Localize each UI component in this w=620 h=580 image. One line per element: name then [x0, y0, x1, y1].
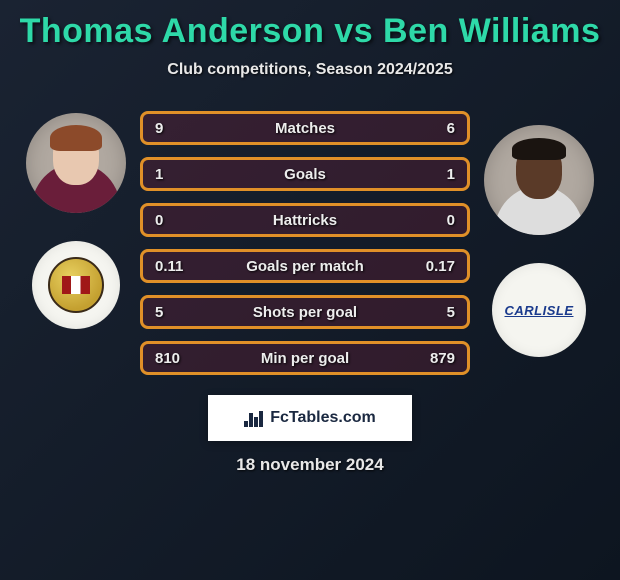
stat-right-value: 5 — [419, 304, 455, 321]
stat-row: 9 Matches 6 — [140, 111, 470, 145]
stat-label: Goals — [284, 166, 326, 183]
main-area: 9 Matches 6 1 Goals 1 0 Hattricks 0 0.11… — [8, 107, 612, 375]
stat-label: Goals per match — [246, 258, 364, 275]
stat-right-value: 1 — [419, 166, 455, 183]
left-column — [26, 107, 126, 329]
stat-left-value: 5 — [155, 304, 191, 321]
stat-left-value: 0 — [155, 212, 191, 229]
stat-left-value: 810 — [155, 350, 191, 367]
stat-row: 810 Min per goal 879 — [140, 341, 470, 375]
date-text: 18 november 2024 — [8, 455, 612, 475]
player-left-avatar — [26, 113, 126, 213]
stat-right-value: 879 — [419, 350, 455, 367]
stat-label: Shots per goal — [253, 304, 357, 321]
stat-row: 1 Goals 1 — [140, 157, 470, 191]
stat-label: Hattricks — [273, 212, 337, 229]
stat-right-value: 0.17 — [419, 258, 455, 275]
comparison-card: Thomas Anderson vs Ben Williams Club com… — [0, 0, 620, 475]
stat-right-value: 0 — [419, 212, 455, 229]
bar-chart-icon — [244, 409, 266, 427]
attribution-badge: FcTables.com — [208, 395, 412, 441]
match-title: Thomas Anderson vs Ben Williams — [8, 12, 612, 51]
player-right-crest: CARLISLE — [492, 263, 586, 357]
subtitle: Club competitions, Season 2024/2025 — [8, 61, 612, 79]
stat-left-value: 1 — [155, 166, 191, 183]
stat-label: Min per goal — [261, 350, 349, 367]
attribution-text: FcTables.com — [270, 409, 376, 427]
stat-right-value: 6 — [419, 120, 455, 137]
player-left-crest — [32, 241, 120, 329]
stats-column: 9 Matches 6 1 Goals 1 0 Hattricks 0 0.11… — [140, 107, 470, 375]
stat-row: 5 Shots per goal 5 — [140, 295, 470, 329]
stat-label: Matches — [275, 120, 335, 137]
stat-left-value: 0.11 — [155, 258, 191, 275]
stat-row: 0.11 Goals per match 0.17 — [140, 249, 470, 283]
stat-left-value: 9 — [155, 120, 191, 137]
crest-label: CARLISLE — [505, 303, 574, 318]
right-column: CARLISLE — [484, 107, 594, 357]
stat-row: 0 Hattricks 0 — [140, 203, 470, 237]
shield-icon — [48, 257, 104, 313]
player-right-avatar — [484, 125, 594, 235]
